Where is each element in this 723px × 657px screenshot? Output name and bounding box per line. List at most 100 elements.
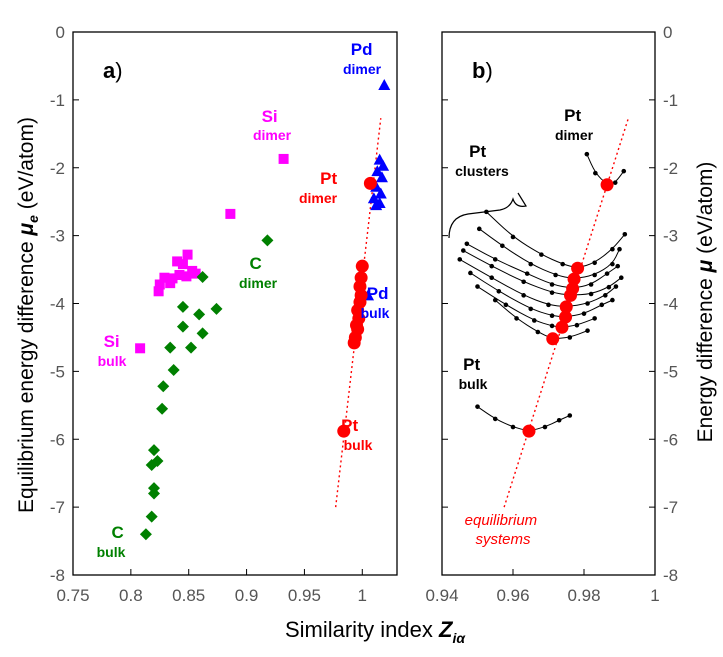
x-tick-label: 0.94 bbox=[425, 586, 458, 605]
panel-a-annotations: Pd dimer Si dimer Pt dimer C dimer Pd bu… bbox=[97, 40, 394, 560]
panel-b-label: b) bbox=[472, 58, 493, 83]
curve-point bbox=[556, 417, 562, 423]
si-point bbox=[154, 279, 165, 290]
curve-point bbox=[546, 302, 551, 308]
y-tick-label: 0 bbox=[663, 23, 672, 42]
x-tick-label: 0.8 bbox=[119, 586, 143, 605]
annotation-c-dimer: C dimer bbox=[239, 254, 278, 291]
annotation-c-bulk: C bulk bbox=[97, 523, 129, 560]
y-tick-label: -1 bbox=[50, 91, 65, 110]
curve-point bbox=[528, 261, 534, 267]
si-point bbox=[181, 271, 192, 282]
curve-point bbox=[584, 151, 590, 157]
si-point bbox=[190, 268, 201, 279]
energy-curve bbox=[477, 286, 595, 328]
y-tick-label: -5 bbox=[663, 362, 678, 381]
curve-point bbox=[457, 257, 463, 262]
curve-point bbox=[510, 424, 516, 430]
si-point bbox=[172, 256, 183, 267]
curve-point bbox=[592, 272, 597, 278]
panel-b-ticks: 0.94 0.96 0.98 1 0 -1 -2 -3 -4 -5 -6 -7 -8 bbox=[425, 23, 678, 605]
c-point bbox=[261, 234, 274, 247]
si-point bbox=[165, 278, 176, 289]
si-point bbox=[225, 208, 236, 219]
si-point bbox=[182, 249, 193, 260]
equilibrium-point bbox=[559, 310, 573, 324]
c-point bbox=[164, 341, 177, 354]
curve-point bbox=[622, 231, 628, 237]
equilibrium-point bbox=[522, 424, 536, 438]
curve-point bbox=[464, 241, 470, 247]
curve-point bbox=[492, 297, 498, 303]
clusters-brace bbox=[448, 192, 527, 239]
equilibrium-point bbox=[600, 178, 614, 192]
si-point bbox=[177, 259, 188, 270]
equilibrium-point bbox=[567, 272, 581, 286]
panel-b-curves bbox=[457, 151, 628, 434]
c-point bbox=[176, 300, 189, 313]
curve-point bbox=[492, 257, 498, 262]
curve-point bbox=[560, 261, 565, 267]
c-point bbox=[157, 380, 170, 393]
x-tick-label: 0.85 bbox=[172, 586, 205, 605]
y-tick-label: -7 bbox=[50, 498, 65, 517]
annotation-pd-dimer: Pd dimer bbox=[343, 40, 382, 77]
curve-point bbox=[553, 272, 558, 278]
c-point bbox=[196, 327, 209, 340]
annotation-b-pt-clusters: Pt clusters bbox=[455, 142, 509, 179]
curve-point bbox=[615, 263, 621, 269]
curve-point bbox=[503, 302, 509, 308]
curve-point bbox=[592, 260, 597, 266]
annotation-pt-dimer: Pt dimer bbox=[299, 169, 342, 206]
x-tick-label: 0.95 bbox=[288, 586, 321, 605]
pt-point bbox=[355, 259, 369, 273]
c-point bbox=[210, 302, 223, 315]
curve-point bbox=[521, 279, 526, 285]
equilibrium-point bbox=[571, 261, 585, 275]
si-point bbox=[153, 286, 164, 297]
curve-point bbox=[610, 246, 615, 252]
si-point bbox=[135, 343, 146, 354]
equilibrium-point bbox=[546, 332, 560, 346]
si-point bbox=[159, 272, 170, 283]
curve-point bbox=[567, 335, 573, 340]
annotation-pd-bulk: Pd bulk bbox=[361, 284, 394, 321]
y-tick-label: -1 bbox=[663, 91, 678, 110]
curve-point bbox=[514, 316, 519, 321]
y-axis-right-label: Energy difference μ (eV/atom) bbox=[694, 162, 717, 443]
pt-point bbox=[347, 336, 361, 350]
curve-point bbox=[489, 275, 495, 281]
annotation-equilibrium-systems: equilibrium systems bbox=[465, 512, 542, 548]
c-point bbox=[145, 459, 158, 472]
curve-point bbox=[475, 404, 480, 409]
panel-a-label: a) bbox=[103, 58, 123, 83]
y-tick-label: -3 bbox=[50, 227, 65, 246]
annotation-si-dimer: Si dimer bbox=[253, 107, 292, 143]
curve-point bbox=[549, 282, 555, 287]
c-point bbox=[156, 402, 169, 415]
x-tick-label: 1 bbox=[358, 586, 367, 605]
curve-point bbox=[492, 416, 498, 422]
curve-point bbox=[585, 328, 590, 333]
x-tick-label: 0.98 bbox=[567, 586, 600, 605]
curve-point bbox=[588, 282, 594, 287]
pd-point bbox=[370, 199, 383, 211]
curve-point bbox=[549, 313, 555, 319]
pd-point bbox=[378, 78, 391, 90]
pd-point bbox=[377, 159, 390, 171]
curve-point bbox=[585, 301, 590, 306]
equilibrium-point bbox=[555, 320, 569, 334]
annotation-b-pt-bulk: Pt bulk bbox=[459, 355, 488, 392]
annotation-b-pt-dimer: Pt dimer bbox=[555, 106, 594, 143]
y-tick-label: -8 bbox=[50, 566, 65, 585]
y-tick-label: -8 bbox=[663, 566, 678, 585]
curve-point bbox=[593, 170, 598, 176]
curve-point bbox=[603, 293, 608, 298]
annotation-pt-bulk: Pt bulk bbox=[341, 416, 372, 453]
c-point bbox=[193, 308, 206, 321]
curve-point bbox=[539, 252, 544, 257]
curve-point bbox=[581, 311, 587, 316]
curve-point bbox=[510, 234, 516, 240]
